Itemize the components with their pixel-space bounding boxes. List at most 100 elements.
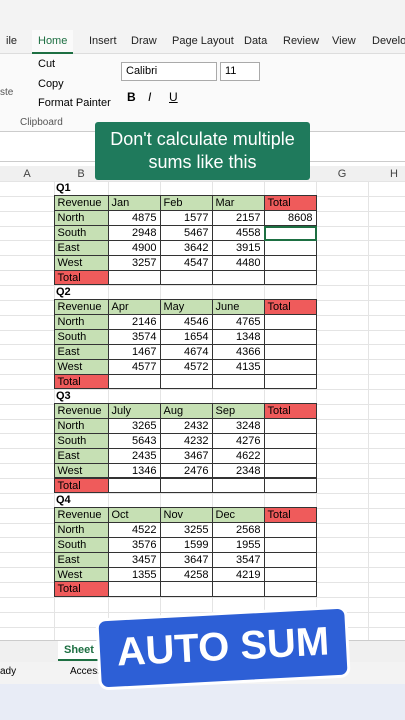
format-button[interactable]: I xyxy=(148,90,152,104)
total-cell xyxy=(263,343,317,360)
total-row-cell xyxy=(263,477,317,494)
header-cell: Apr xyxy=(107,299,161,316)
grid-col xyxy=(316,182,317,640)
total-cell xyxy=(263,462,317,479)
header-cell: Jan xyxy=(107,195,161,212)
total-row-cell xyxy=(159,269,213,286)
total-label: Total xyxy=(53,581,109,598)
value-cell: 4572 xyxy=(159,358,213,375)
total-row-cell xyxy=(107,373,161,390)
value-cell: 1599 xyxy=(159,536,213,553)
value-cell: 1348 xyxy=(211,329,265,345)
value-cell: 3257 xyxy=(107,254,161,271)
value-cell: 1955 xyxy=(211,536,265,553)
region-cell: North xyxy=(53,522,109,538)
total-row-cell xyxy=(107,269,161,286)
grid-row xyxy=(0,596,405,598)
font-name-box[interactable]: Calibri xyxy=(121,62,217,81)
total-row-cell xyxy=(211,269,265,286)
header-cell: Revenue xyxy=(53,195,109,212)
total-cell xyxy=(263,551,317,568)
ribbon-tab[interactable]: ile xyxy=(6,35,18,47)
value-cell: 3248 xyxy=(211,418,265,434)
value-cell: 5643 xyxy=(107,432,161,449)
font-size-box[interactable]: 11 xyxy=(220,62,260,81)
quarter-label: Q1 xyxy=(56,182,71,194)
auto-sum-banner: AUTO SUM xyxy=(95,605,351,691)
ribbon-tab[interactable]: Page Layout xyxy=(172,35,234,47)
paste-label[interactable]: ste xyxy=(0,87,14,98)
ribbon-tab[interactable]: View xyxy=(332,35,356,47)
total-label: Total xyxy=(53,269,109,286)
ribbon-tab[interactable]: Review xyxy=(283,35,320,47)
ribbon-tab[interactable]: Home xyxy=(32,30,74,54)
header-cell: Total xyxy=(263,507,317,524)
cut-button[interactable]: Cut xyxy=(38,58,56,70)
total-row-cell xyxy=(263,373,317,390)
status-accessibility[interactable]: Access xyxy=(70,666,103,677)
value-cell: 4276 xyxy=(211,432,265,449)
total-row-cell xyxy=(107,581,161,598)
value-cell: 4258 xyxy=(159,566,213,583)
total-cell xyxy=(263,314,317,330)
value-cell: 4546 xyxy=(159,314,213,330)
sheet-tab[interactable]: Sheet xyxy=(58,641,100,661)
total-cell: 8608 xyxy=(263,210,317,227)
region-cell: East xyxy=(53,239,109,256)
value-cell: 3574 xyxy=(107,329,161,345)
ribbon-tab[interactable]: Develope xyxy=(372,35,405,47)
ribbon-tab[interactable]: Draw xyxy=(131,35,157,47)
total-row-cell xyxy=(107,477,161,494)
region-cell: North xyxy=(53,314,109,330)
grid-row xyxy=(0,388,405,390)
value-cell: 3265 xyxy=(107,418,161,434)
status-mode: ady xyxy=(0,666,17,677)
column-header: G xyxy=(337,168,347,180)
ribbon-tab[interactable]: Insert xyxy=(89,35,117,47)
value-cell: 5467 xyxy=(159,225,213,241)
total-row-cell xyxy=(159,373,213,390)
total-row-cell xyxy=(211,373,265,390)
header-cell: Revenue xyxy=(53,403,109,420)
total-row-cell xyxy=(263,581,317,598)
value-cell: 2948 xyxy=(107,225,161,241)
total-cell xyxy=(263,239,317,256)
quarter-label: Q4 xyxy=(56,493,71,506)
header-cell: Nov xyxy=(159,507,213,524)
total-cell xyxy=(263,358,317,375)
total-cell xyxy=(263,329,317,345)
region-cell: South xyxy=(53,329,109,345)
ribbon-tab[interactable]: Data xyxy=(244,35,268,47)
value-cell: 4232 xyxy=(159,432,213,449)
format-button[interactable]: U xyxy=(169,90,178,104)
value-cell: 4547 xyxy=(159,254,213,271)
value-cell: 4480 xyxy=(211,254,265,271)
total-row-cell xyxy=(263,269,317,286)
total-cell xyxy=(263,418,317,434)
total-cell xyxy=(263,432,317,449)
value-cell: 2348 xyxy=(211,462,265,479)
format-painter-button[interactable]: Format Painter xyxy=(38,97,111,109)
header-cell: Sep xyxy=(211,403,265,420)
value-cell: 2435 xyxy=(107,447,161,464)
value-cell: 3255 xyxy=(159,522,213,538)
value-cell: 3576 xyxy=(107,536,161,553)
header-cell: Mar xyxy=(211,195,265,212)
region-cell: East xyxy=(53,447,109,464)
copy-button[interactable]: Copy xyxy=(38,78,64,90)
value-cell: 2146 xyxy=(107,314,161,330)
value-cell: 1467 xyxy=(107,343,161,360)
value-cell: 3467 xyxy=(159,447,213,464)
format-button[interactable]: B xyxy=(127,90,136,104)
page-bottom xyxy=(0,684,405,720)
value-cell: 1577 xyxy=(159,210,213,227)
value-cell: 1355 xyxy=(107,566,161,583)
region-cell: South xyxy=(53,225,109,241)
value-cell: 4522 xyxy=(107,522,161,538)
grid-row xyxy=(0,181,405,182)
group-label: Clipboard xyxy=(20,117,63,128)
grid-row xyxy=(0,284,405,286)
column-header: B xyxy=(77,168,85,180)
header-cell: Total xyxy=(263,403,317,420)
